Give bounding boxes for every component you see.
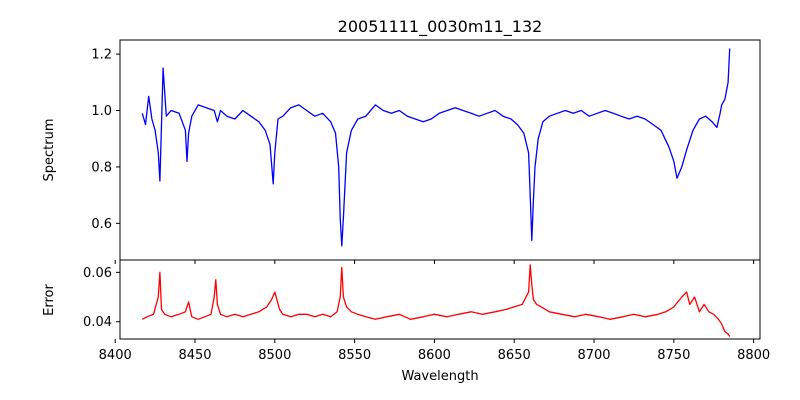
error-x-ticks: 8400 8450 8500 8550 8600 8650 8700 8750 8800: [99, 339, 770, 363]
y-tick-label: 0.8: [91, 160, 112, 175]
spectrum-line: [141, 48, 731, 247]
error-y-ticks: 0.04 0.06: [83, 266, 120, 330]
error-line: [141, 264, 731, 337]
spectrum-y-label: Spectrum: [42, 119, 57, 182]
x-axis-label: Wavelength: [401, 369, 478, 384]
x-tick-label: 8800: [737, 348, 770, 363]
x-tick-label: 8550: [338, 348, 371, 363]
y-tick-label: 1.2: [91, 48, 112, 63]
x-tick-label: 8750: [657, 348, 690, 363]
error-y-label: Error: [42, 284, 57, 316]
spectrum-x-ticks: [114, 260, 755, 264]
x-tick-label: 8500: [258, 348, 291, 363]
chart-title: 20051111_0030m11_132: [338, 17, 543, 37]
x-tick-label: 8600: [418, 348, 451, 363]
y-tick-label: 0.04: [83, 315, 112, 330]
x-tick-label: 8650: [498, 348, 531, 363]
y-tick-label: 0.06: [83, 266, 112, 281]
error-axes-frame: [119, 259, 761, 340]
x-tick-label: 8450: [178, 348, 211, 363]
spectrum-y-ticks: 0.6 0.8 1.0 1.2: [91, 48, 120, 232]
y-tick-label: 0.6: [91, 217, 112, 232]
error-panel: 0.04 0.06 8400 8450 8500 8550 8600 8650 8700 875…: [42, 259, 770, 384]
y-tick-label: 1.0: [91, 104, 112, 119]
x-tick-label: 8700: [577, 348, 610, 363]
x-tick-label: 8400: [99, 348, 132, 363]
